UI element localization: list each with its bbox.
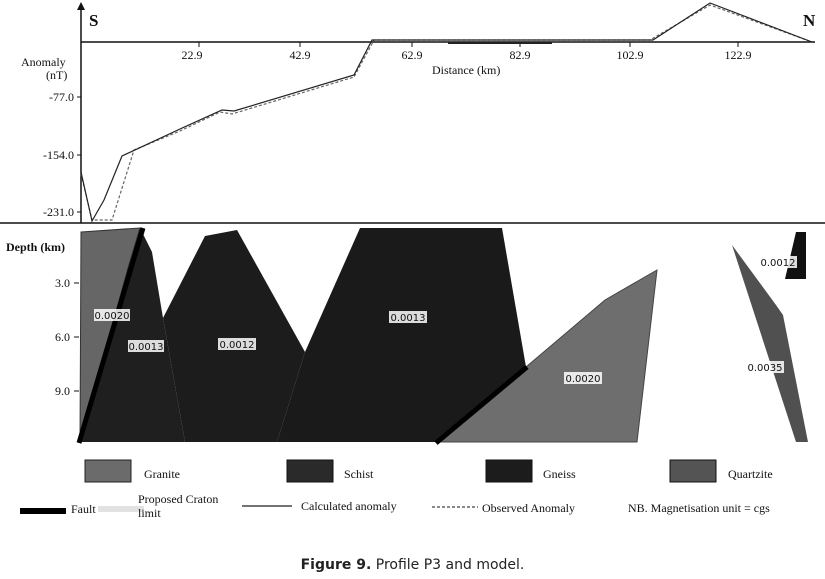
legend-swatch-schist <box>286 459 334 483</box>
legend-label-schist: Schist <box>344 467 374 481</box>
fault-east <box>434 365 529 445</box>
depth-y-tick-label: 3.0 <box>55 276 70 290</box>
legend-label-granite: Granite <box>144 467 180 481</box>
gneiss-body-1 <box>163 230 305 442</box>
legend-label-gneiss: Gneiss <box>543 467 576 481</box>
small-body-east <box>785 232 806 279</box>
x-tick-label: 42.9 <box>290 48 311 62</box>
quartzite-body <box>732 245 808 442</box>
legend: Granite Schist Gneiss Quartzite Fault Pr… <box>20 459 773 520</box>
body-label: 0.0020 <box>95 311 130 322</box>
legend-swatch-granite <box>84 459 132 483</box>
anomaly-y-tick-label: -154.0 <box>43 148 74 162</box>
body-label: 0.0012 <box>761 258 796 269</box>
x-tick-label: 22.9 <box>182 48 203 62</box>
legend-label-craton-1: Proposed Craton <box>138 492 218 506</box>
caption-text: Profile P3 and model. <box>371 557 525 573</box>
distance-axis-title: Distance (km) <box>432 63 500 77</box>
fault-west <box>76 227 146 444</box>
depth-axis-title: Depth (km) <box>6 240 65 254</box>
depth-y-tick-label: 9.0 <box>55 384 70 398</box>
anomaly-y-tick-label: -231.0 <box>43 205 74 219</box>
legend-swatch-quartzite <box>669 459 717 483</box>
body-label: 0.0013 <box>129 342 164 353</box>
body-label: 0.0020 <box>566 374 601 385</box>
legend-note: NB. Magnetisation unit = cgs <box>628 501 770 515</box>
x-tick-label: 102.9 <box>617 48 644 62</box>
anomaly-axis-title-2: (nT) <box>46 68 67 82</box>
observed-anomaly-line <box>80 4 813 221</box>
x-tick-label: 62.9 <box>402 48 423 62</box>
calculated-anomaly-line <box>80 2 813 223</box>
legend-symbol-craton <box>98 506 144 512</box>
legend-label-quartzite: Quartzite <box>728 467 773 481</box>
north-label: N <box>803 11 816 30</box>
legend-label-observed: Observed Anomaly <box>482 501 575 515</box>
x-tick-label: 122.9 <box>725 48 752 62</box>
anomaly-panel: S N Anomaly (nT) Distance (km) 22.9 42.9… <box>21 2 816 223</box>
figure-caption: Figure 9. Profile P3 and model. <box>0 557 825 573</box>
legend-label-fault: Fault <box>71 502 96 516</box>
anomaly-axis-title-1: Anomaly <box>21 55 66 69</box>
y-axis-arrow <box>77 2 85 10</box>
body-label: 0.0012 <box>220 340 255 351</box>
profile-figure: S N Anomaly (nT) Distance (km) 22.9 42.9… <box>0 2 825 520</box>
depth-panel: Depth (km) 3.0 6.0 9.0 0.0020 0.0013 <box>6 227 808 445</box>
schist-body-west <box>80 228 185 442</box>
legend-label-calculated: Calculated anomaly <box>301 499 397 513</box>
x-tick-label: 82.9 <box>510 48 531 62</box>
depth-y-tick-label: 6.0 <box>55 330 70 344</box>
legend-swatch-gneiss <box>485 459 533 483</box>
caption-label: Figure 9. <box>300 557 372 573</box>
body-label: 0.0035 <box>748 363 783 374</box>
anomaly-y-tick-label: -77.0 <box>49 90 74 104</box>
gneiss-body-2 <box>277 228 526 442</box>
body-label: 0.0013 <box>391 313 426 324</box>
legend-label-craton-2: limit <box>138 506 161 520</box>
south-label: S <box>89 11 98 30</box>
